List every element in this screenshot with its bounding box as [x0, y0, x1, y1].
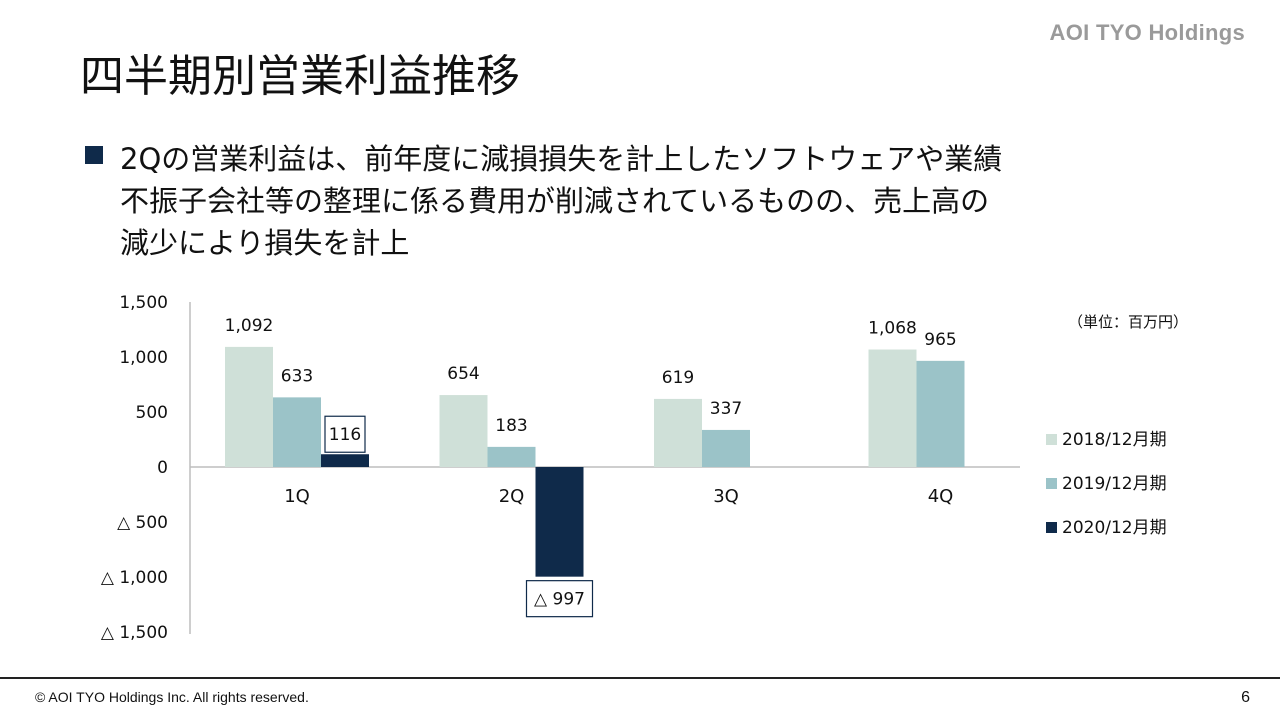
- data-label-box: [525, 580, 594, 618]
- y-tick-label: 500: [136, 403, 168, 423]
- data-label: 337: [710, 399, 742, 419]
- x-category-label: 2Q: [499, 486, 525, 507]
- page-title: 四半期別営業利益推移: [80, 51, 520, 102]
- page-number: 6: [1241, 689, 1250, 706]
- data-label: 1,092: [225, 316, 274, 336]
- bar-2019/12月期-4Q: [916, 360, 965, 467]
- bar-2018/12月期-2Q: [439, 395, 488, 467]
- bar-2018/12月期-3Q: [654, 398, 702, 467]
- legend-label: 2019/12月期: [1062, 474, 1167, 494]
- legend-swatch: [1046, 522, 1057, 533]
- data-label-box: [324, 415, 366, 453]
- bullet-square-icon: [85, 146, 103, 164]
- bar-2018/12月期-1Q: [225, 346, 273, 467]
- bar-2019/12月期-3Q: [702, 429, 750, 467]
- data-label: 619: [662, 368, 694, 388]
- legend-swatch: [1046, 434, 1057, 445]
- data-label: 116: [329, 425, 361, 445]
- bullet-point: 2Qの営業利益は、前年度に減損損失を計上したソフトウェアや業績 不振子会社等の整…: [85, 138, 1185, 264]
- data-label: 965: [924, 330, 956, 350]
- y-tick-label: 0: [157, 458, 168, 478]
- data-label: 1,068: [868, 319, 917, 339]
- copyright-text: © AOI TYO Holdings Inc. All rights reser…: [35, 689, 309, 705]
- brand-logo-text: AOI TYO Holdings: [1049, 20, 1245, 45]
- bar-2020/12月期-1Q: [321, 454, 369, 467]
- legend-label: 2020/12月期: [1062, 518, 1167, 538]
- y-tick-label: △ 1,500: [101, 623, 168, 643]
- bar-2019/12月期-1Q: [273, 397, 321, 467]
- y-tick-label: 1,000: [119, 348, 168, 368]
- unit-note: （単位：百万円）: [1068, 313, 1188, 331]
- x-category-label: 4Q: [928, 486, 954, 507]
- y-tick-label: △ 1,000: [101, 568, 168, 588]
- quarterly-operating-profit-chart: 1,500 1,000 500 0 △ 500 △ 1,000 △ 1,500 1,092 63…: [0, 280, 1280, 650]
- data-label: 654: [447, 364, 479, 384]
- data-label: 183: [495, 416, 527, 436]
- x-category-label: 1Q: [284, 486, 310, 507]
- chart-svg: 1,500 1,000 500 0 △ 500 △ 1,000 △ 1,500 1,092 63…: [101, 293, 1188, 643]
- data-label: 633: [281, 366, 313, 386]
- bar-2020/12月期-2Q: [535, 467, 584, 577]
- legend-swatch: [1046, 478, 1057, 489]
- legend-label: 2018/12月期: [1062, 430, 1167, 450]
- bar-2018/12月期-4Q: [868, 349, 917, 467]
- y-tick-label: △ 500: [117, 513, 168, 533]
- x-category-label: 3Q: [713, 486, 739, 507]
- bullet-text: 2Qの営業利益は、前年度に減損損失を計上したソフトウェアや業績 不振子会社等の整…: [120, 142, 1003, 260]
- bar-2019/12月期-2Q: [487, 446, 536, 467]
- y-tick-label: 1,500: [119, 293, 168, 313]
- data-label: △ 997: [534, 590, 585, 610]
- footer-divider: [0, 677, 1280, 679]
